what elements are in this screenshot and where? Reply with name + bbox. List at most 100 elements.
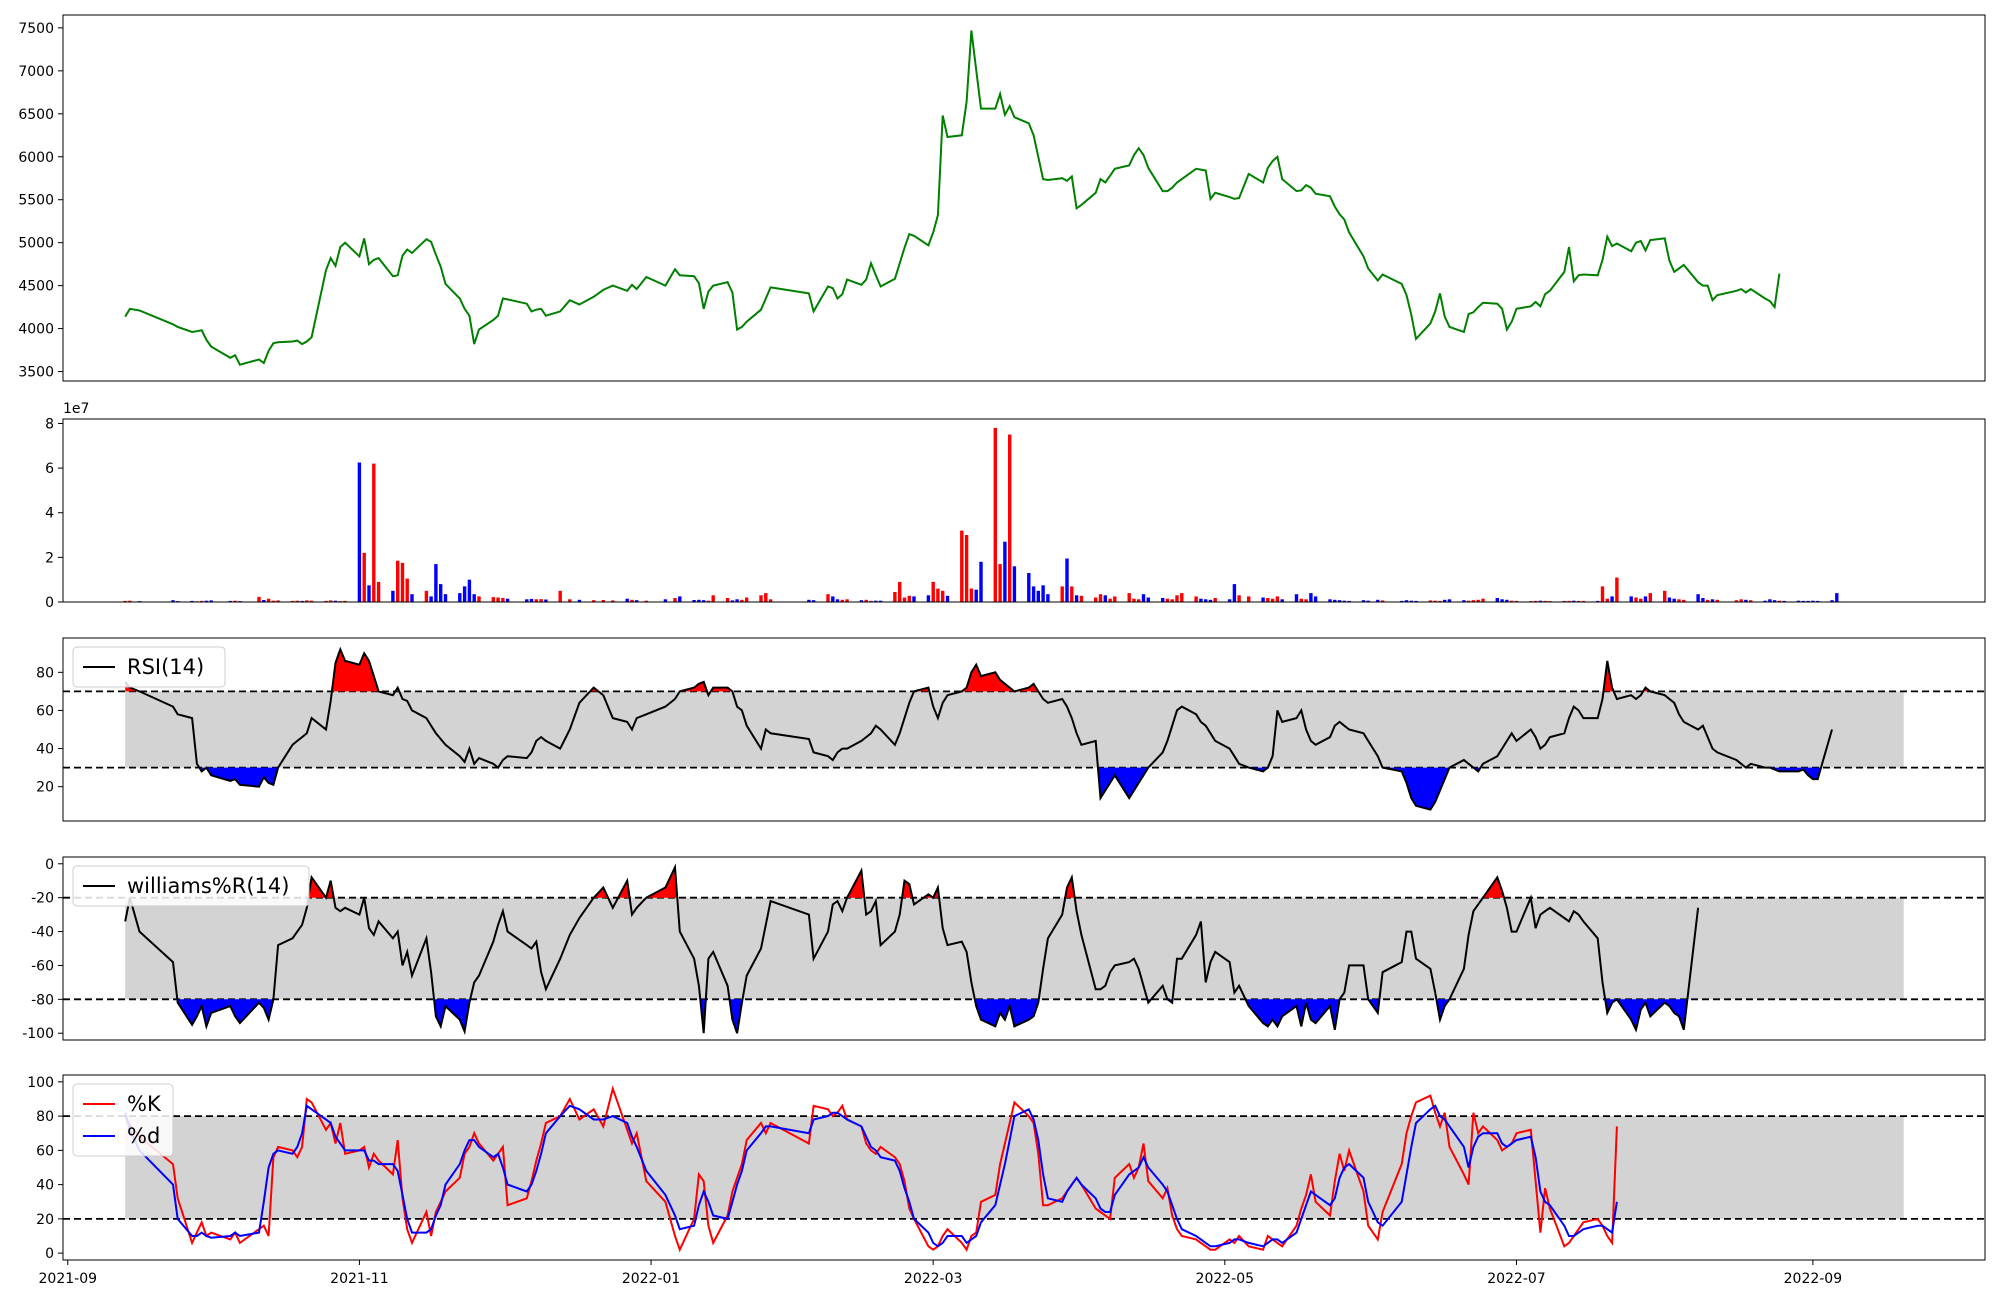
x-tick-label: 2022-01	[622, 1271, 681, 1287]
stochastic-series-0-line	[124, 1085, 1618, 1253]
volume-bar	[1768, 599, 1772, 602]
volume-bar	[893, 592, 897, 602]
volume-bar	[692, 600, 696, 602]
volume-bar	[1466, 600, 1471, 602]
williams-band	[125, 897, 1904, 1000]
x-tick-label: 2022-07	[1487, 1271, 1546, 1287]
rsi-line	[124, 646, 1833, 811]
volume-bar	[1447, 599, 1452, 602]
volume-bar	[171, 600, 175, 602]
volume-bar	[945, 595, 950, 602]
volume-bar	[898, 581, 902, 602]
volume-bar	[467, 579, 472, 602]
volume-bar	[1070, 586, 1074, 602]
volume-bar	[1060, 586, 1064, 602]
volume-bar	[424, 590, 429, 602]
volume-bar	[1404, 600, 1409, 602]
volume-bar	[539, 599, 543, 602]
volume-bar	[525, 599, 529, 602]
volume-bar	[1443, 599, 1447, 602]
volume-bar	[290, 600, 295, 602]
price-ytick-label: 4500	[18, 279, 54, 295]
volume-bar	[807, 599, 811, 602]
volume-bar	[1576, 600, 1581, 602]
x-tick-label: 2022-03	[904, 1271, 963, 1287]
volume-bar	[1615, 577, 1619, 602]
volume-bar	[811, 600, 816, 602]
volume-bar	[1739, 599, 1743, 602]
volume-bar	[1366, 600, 1370, 602]
volume-bar	[592, 600, 596, 602]
volume-bar	[1481, 598, 1485, 602]
stochastic-panel: 0 20 40 60 80 100 %K %d	[27, 1074, 1986, 1262]
volume-bar	[333, 600, 338, 602]
williams-ytick-label: -80	[31, 992, 54, 1008]
williams-oversold-fill	[434, 999, 471, 1032]
volume-bar	[998, 564, 1002, 602]
volume-bar	[1027, 573, 1031, 602]
volume-bar	[1342, 600, 1346, 602]
volume-bar	[1777, 600, 1782, 602]
volume-bar	[926, 595, 931, 602]
stochastic-ytick-label: 80	[36, 1109, 54, 1125]
williams-ytick-label: 0	[45, 857, 54, 873]
volume-bar	[907, 595, 911, 602]
volume-bar	[376, 581, 381, 602]
volume-bar	[611, 600, 615, 602]
volume-bar	[826, 594, 830, 602]
stochastic-ytick-label: 60	[36, 1143, 54, 1159]
x-tick-label: 2021-09	[39, 1271, 98, 1287]
volume-bar	[472, 594, 476, 602]
volume-bar	[1304, 599, 1308, 602]
volume-bar	[1706, 599, 1710, 602]
volume-ytick-label: 6	[45, 461, 54, 477]
volume-bar	[1270, 598, 1275, 602]
price-ytick-label: 5000	[18, 236, 54, 252]
volume-bar	[1610, 596, 1614, 602]
volume-bar	[874, 600, 878, 602]
stochastic-legend-box	[72, 1083, 174, 1157]
volume-bar	[496, 597, 500, 602]
volume-bar	[1261, 597, 1265, 602]
volume-bar	[1543, 600, 1547, 602]
volume-bar	[1634, 597, 1638, 602]
volume-bar	[1046, 594, 1050, 602]
x-axis: 2021-09 2021-11 2022-01 2022-03 2022-05 2022-…	[39, 1260, 1842, 1287]
williams-panel: -100 -80 -60 -40 -20 0 williams%R(14)	[22, 856, 1986, 1042]
volume-bar	[262, 600, 266, 602]
williams-line	[124, 863, 1700, 1036]
volume-bar	[960, 530, 964, 602]
volume-bar	[1275, 596, 1280, 602]
volume-bar	[1294, 594, 1299, 602]
rsi-legend-label: RSI(14)	[127, 655, 204, 679]
volume-frame	[62, 418, 1986, 603]
volume-bar	[1663, 590, 1667, 602]
rsi-overbought-fill	[961, 664, 1015, 692]
rsi-panel: 20 40 60 80 RSI(14)	[36, 637, 1986, 822]
volume-bar	[1414, 600, 1418, 602]
volume-bar	[1299, 598, 1303, 602]
stochastic-legend: %K %d	[72, 1083, 174, 1157]
volume-bar	[357, 462, 362, 602]
volume-bar	[400, 562, 405, 602]
volume-bar	[204, 600, 209, 602]
volume-bar	[1533, 600, 1538, 602]
volume-bar	[439, 584, 443, 602]
volume-bar	[257, 596, 261, 602]
price-line	[124, 30, 1781, 366]
price-ytick-label: 5500	[18, 193, 54, 209]
volume-bar	[764, 593, 768, 602]
volume-bar	[1734, 600, 1739, 602]
volume-bar	[1132, 598, 1136, 602]
volume-bar	[840, 599, 844, 602]
volume-ytick-label: 8	[45, 416, 54, 432]
volume-bar	[1510, 600, 1514, 602]
volume-bar	[678, 596, 682, 602]
volume-bar	[343, 600, 347, 602]
volume-bar	[1471, 600, 1476, 602]
volume-bar	[458, 593, 462, 602]
volume-bar	[1495, 598, 1499, 602]
volume-bar	[1194, 596, 1198, 602]
volume-bar	[1199, 598, 1203, 602]
volume-bar	[228, 600, 232, 602]
